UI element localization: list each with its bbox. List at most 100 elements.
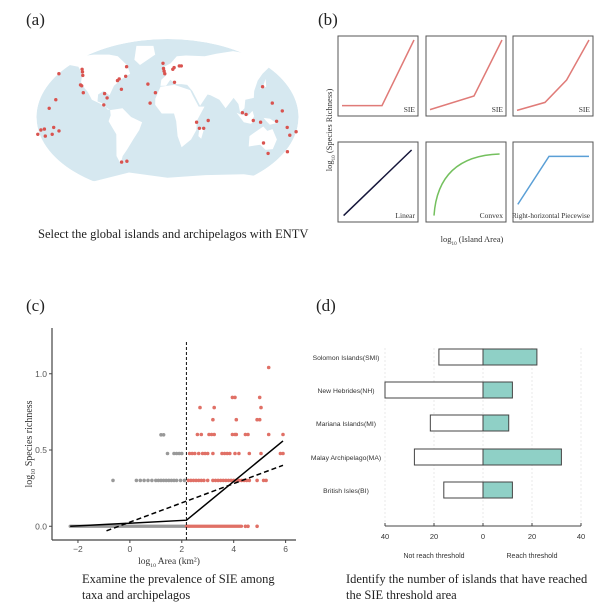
scatter-point — [211, 451, 215, 456]
scatter-point — [229, 478, 233, 483]
subplot-linear: Linear — [337, 141, 419, 223]
landmass-japan — [259, 78, 267, 90]
island-point — [146, 82, 150, 86]
island-point — [294, 130, 298, 134]
subplot-label: Convex — [480, 211, 504, 220]
island-point — [54, 98, 58, 102]
island-point — [194, 120, 199, 124]
island-point — [258, 120, 263, 124]
scatter-point — [243, 432, 248, 437]
scatter-point — [167, 478, 171, 483]
linear-fit — [106, 464, 284, 532]
scatter-point — [222, 451, 227, 456]
scatter-point — [169, 478, 174, 483]
scatter-point — [226, 478, 231, 483]
scatter-point — [233, 395, 237, 400]
subplot-label: SIE — [492, 105, 504, 114]
scatter-point — [212, 432, 216, 437]
panel-d-caption-line-1: Identify the number of islands that have… — [346, 572, 588, 586]
x-tick-label: 4 — [231, 544, 236, 554]
island-point — [50, 132, 54, 136]
scatter-point — [228, 451, 232, 456]
scatter-point — [205, 451, 210, 456]
scatter-point — [261, 478, 266, 483]
landmass-africa — [155, 84, 205, 148]
subplot-frame — [512, 35, 594, 117]
island-point — [42, 127, 47, 131]
scatter-point — [207, 432, 211, 437]
scatter-point — [220, 451, 224, 456]
scatter-point — [111, 478, 115, 483]
panel-d-label: (d) — [316, 296, 336, 315]
island-point — [119, 160, 124, 164]
island-point — [172, 80, 177, 84]
x-tick-label: 20 — [528, 532, 536, 541]
model-curve — [429, 39, 503, 111]
scatter-point — [218, 478, 223, 483]
island-point — [47, 106, 51, 111]
y-axis-label: log10 (Species Richness) — [324, 89, 337, 172]
island-point — [266, 151, 270, 156]
scatter-point — [264, 478, 268, 483]
landmass-europe-asia — [160, 51, 282, 113]
subplot-frame — [425, 35, 507, 117]
subplot-sie-1: SIE — [337, 35, 419, 117]
bar-row: British Isles(BI) — [323, 481, 513, 499]
scatter-point — [172, 478, 176, 483]
bar-not-reach — [429, 414, 484, 432]
model-curve — [433, 153, 500, 216]
model-curve — [517, 155, 589, 205]
bar-row: Malay Archipelago(MA) — [311, 448, 562, 466]
scatter-point — [138, 478, 143, 483]
island-point — [280, 109, 284, 113]
scatter-point — [266, 365, 271, 370]
subplot-frame — [337, 35, 419, 117]
scatter-point — [174, 451, 179, 456]
island-point — [102, 91, 107, 96]
landmass-madagascar — [198, 128, 204, 139]
island-point — [206, 118, 210, 123]
panel-c-caption-line-1: Examine the prevalence of SIE among — [82, 572, 275, 586]
island-point — [260, 85, 265, 89]
scatter-point — [246, 432, 250, 437]
scatter-point — [233, 451, 237, 456]
left-axis-label: Not reach threshold — [403, 553, 464, 560]
island-point — [285, 125, 289, 130]
category-label: New Hebrides(NH) — [317, 388, 374, 395]
bar-row: Solomon Islands(SMI) — [313, 348, 538, 366]
island-point — [57, 129, 61, 133]
island-point — [117, 77, 121, 81]
sie-scatter-chart: −2 0 2 4 6 0.0 0.5 1.0 log10 Species richness log… — [24, 328, 296, 569]
landmass-north-america — [59, 54, 131, 111]
bar-not-reach — [384, 381, 484, 399]
scatter-point — [159, 478, 163, 483]
island-point — [172, 65, 176, 70]
scatter-point — [142, 478, 146, 483]
scatter-point — [234, 417, 239, 422]
island-point — [148, 101, 152, 105]
scatter-point — [202, 478, 206, 483]
island-point — [161, 66, 166, 71]
scatter-point — [266, 432, 271, 437]
model-curve — [516, 39, 590, 112]
category-label: Malay Archipelago(MA) — [311, 455, 381, 462]
scatter-point — [165, 451, 170, 456]
island-point — [80, 84, 84, 88]
scatter-point — [212, 405, 216, 410]
scatter-point — [281, 451, 285, 456]
subplot-label: Right-horizontal Piecewise — [512, 212, 590, 220]
world-map — [35, 35, 300, 201]
island-point — [161, 61, 165, 65]
scatter-point — [259, 451, 263, 456]
island-point — [57, 72, 61, 76]
island-point — [197, 126, 202, 130]
scatter-point — [150, 478, 154, 483]
scatter-point — [178, 478, 183, 483]
scatter-point — [180, 451, 184, 456]
subplot-frame — [425, 141, 507, 223]
bar-not-reach — [438, 348, 484, 366]
landmass-greenland — [134, 45, 156, 65]
island-point — [81, 91, 85, 95]
scatter-point — [247, 478, 252, 483]
scatter-point — [255, 524, 259, 529]
